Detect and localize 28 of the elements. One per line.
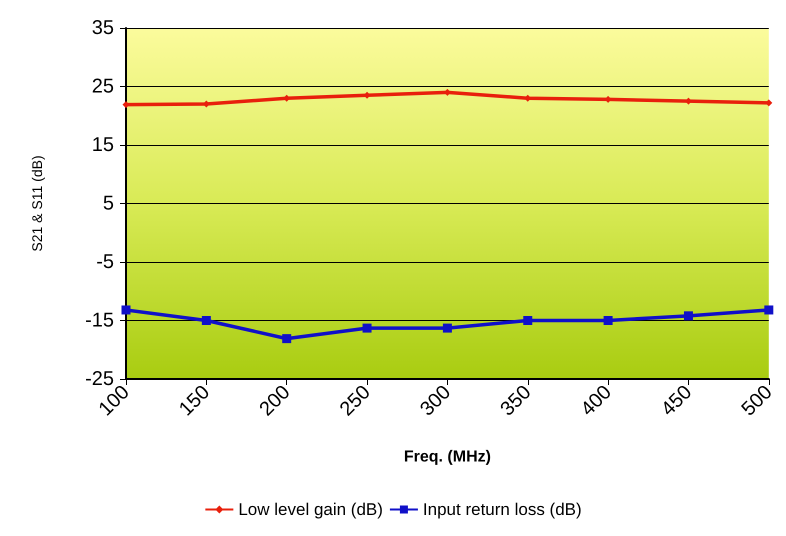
y-axis-title: S21 & S11 (dB) bbox=[29, 155, 45, 252]
y-tick-label: -25 bbox=[85, 368, 114, 390]
x-tick-label: 500 bbox=[737, 381, 777, 420]
x-tick-label: 300 bbox=[416, 381, 456, 420]
y-tick-label: 5 bbox=[102, 192, 114, 214]
x-tick-label: 450 bbox=[657, 381, 696, 420]
x-tick-label: 150 bbox=[174, 381, 214, 420]
y-tick-label: -5 bbox=[96, 251, 114, 273]
y-tick-label: 35 bbox=[92, 17, 114, 39]
point bbox=[122, 305, 130, 314]
legend-label: Low level gain (dB) bbox=[238, 500, 383, 519]
point bbox=[282, 334, 292, 344]
point bbox=[604, 316, 613, 325]
x-tick-label: 400 bbox=[576, 381, 616, 420]
y-tick-label: -15 bbox=[85, 310, 114, 332]
point bbox=[362, 324, 372, 333]
y-tick-label: 25 bbox=[92, 76, 114, 98]
point bbox=[523, 316, 532, 325]
x-tick-label: 250 bbox=[336, 381, 375, 420]
x-axis-title: Freq. (MHz) bbox=[404, 448, 491, 466]
legend-label: Input return loss (dB) bbox=[422, 500, 582, 519]
point bbox=[202, 316, 211, 325]
x-tick-label: 350 bbox=[496, 381, 536, 420]
point bbox=[764, 305, 774, 314]
y-tick-label: 15 bbox=[92, 134, 114, 156]
point bbox=[684, 311, 693, 320]
point bbox=[442, 324, 452, 333]
x-tick-label: 200 bbox=[255, 381, 294, 420]
